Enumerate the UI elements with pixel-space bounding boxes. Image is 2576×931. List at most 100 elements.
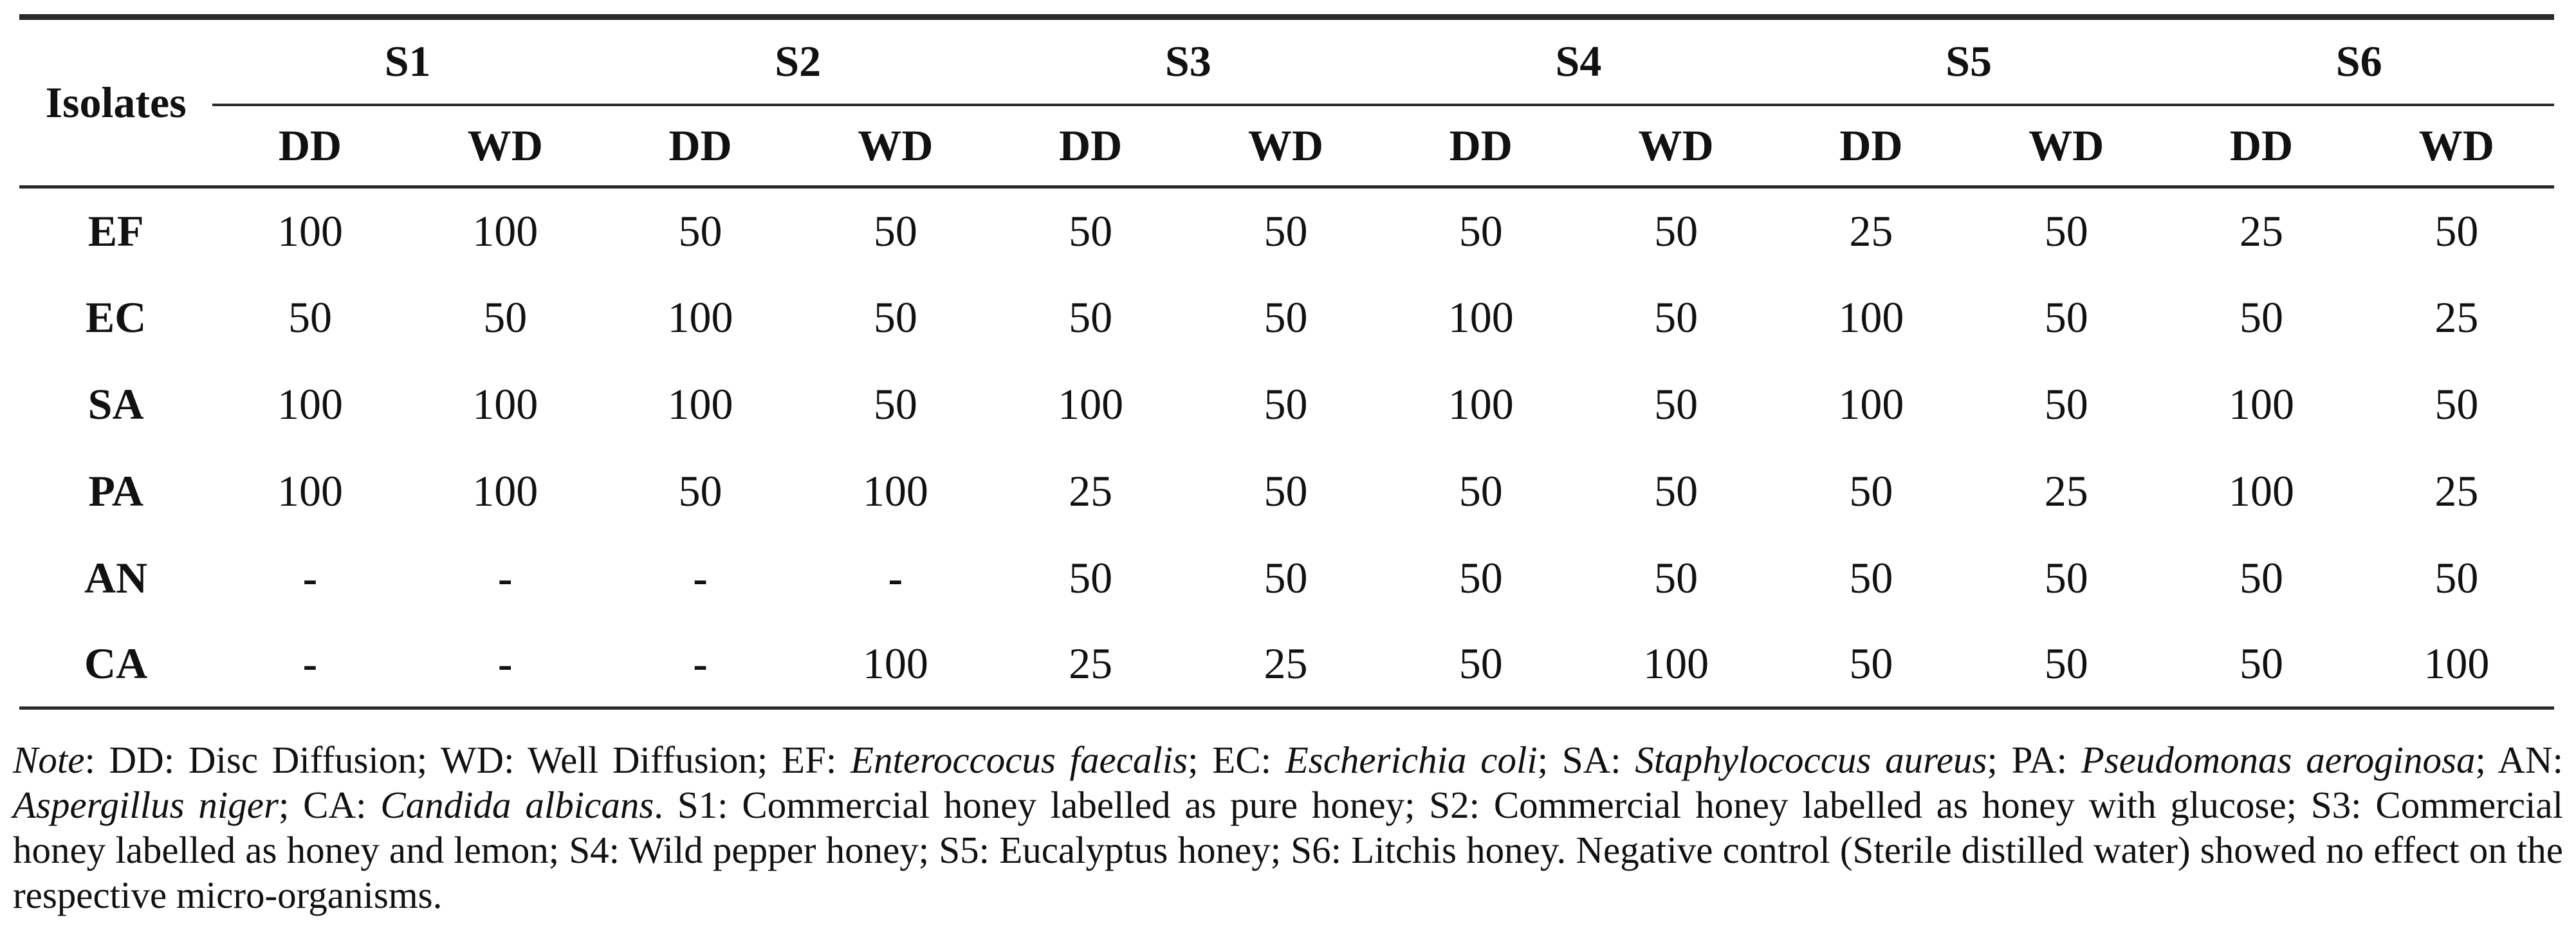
table-row-an: AN - - - - 50 50 50 50 50 50 50 50 <box>19 535 2554 622</box>
cell-sa-s5-dd: 100 <box>1838 379 1904 429</box>
cell-pa-s4-dd: 50 <box>1458 466 1503 515</box>
cell-ca-s4-wd: 100 <box>1643 639 1709 688</box>
cell-pa-s4-wd: 50 <box>1654 466 1698 515</box>
column-header-s3-dd: DD <box>993 104 1188 189</box>
cell-ec-s4-wd: 50 <box>1654 292 1698 342</box>
column-group-header-s3: S3 <box>993 17 1384 106</box>
cell-an-s1-wd: - <box>497 553 513 602</box>
cell-an-s2-wd: - <box>888 553 903 602</box>
cell-ef-s2-dd: 50 <box>678 206 722 255</box>
note-segment: ; EC: <box>1188 739 1285 781</box>
row-header-ef: EF <box>87 206 144 255</box>
column-header-s1-wd: WD <box>407 104 603 189</box>
row-header-ec: EC <box>85 292 147 342</box>
row-header-ca: CA <box>84 639 148 688</box>
cell-ec-s1-wd: 50 <box>483 292 528 342</box>
cell-ec-s5-wd: 50 <box>2044 292 2088 342</box>
cell-an-s3-wd: 50 <box>1264 553 1308 602</box>
cell-pa-s6-dd: 100 <box>2228 466 2294 515</box>
cell-ca-s1-wd: - <box>497 639 513 688</box>
cell-sa-s6-wd: 50 <box>2434 379 2479 429</box>
cell-pa-s1-dd: 100 <box>277 466 343 515</box>
column-header-s6-dd: DD <box>2164 104 2359 189</box>
column-header-s2-wd: WD <box>798 104 993 189</box>
cell-ec-s2-wd: 50 <box>873 292 917 342</box>
column-header-isolates: Isolates <box>19 17 213 189</box>
cell-an-s5-wd: 50 <box>2044 553 2088 602</box>
column-group-header-s1: S1 <box>212 17 603 106</box>
cell-sa-s3-dd: 100 <box>1058 379 1124 429</box>
table-row-ec: EC 50 50 100 50 50 50 100 50 100 50 50 25 <box>19 274 2554 361</box>
cell-an-s1-dd: - <box>302 553 318 602</box>
method-header-row: DD WD DD WD DD WD DD WD DD WD DD WD <box>19 104 2554 189</box>
cell-ec-s4-dd: 100 <box>1448 292 1514 342</box>
note-segment: ; AN: <box>2475 739 2563 781</box>
cell-pa-s5-wd: 25 <box>2044 466 2088 515</box>
column-header-s5-dd: DD <box>1773 104 1969 189</box>
cell-an-s2-dd: - <box>693 553 708 602</box>
table-header: Isolates S1 S2 S3 S4 S5 S6 DD WD DD WD D… <box>19 17 2554 189</box>
cell-ef-s5-wd: 50 <box>2044 206 2088 255</box>
cell-ef-s3-wd: 50 <box>1264 206 1308 255</box>
cell-sa-s2-dd: 100 <box>667 379 733 429</box>
cell-ec-s5-dd: 100 <box>1838 292 1904 342</box>
cell-pa-s2-dd: 50 <box>678 466 722 515</box>
cell-ec-s3-dd: 50 <box>1069 292 1113 342</box>
column-header-s4-wd: WD <box>1578 104 1774 189</box>
column-header-s4-dd: DD <box>1383 104 1579 189</box>
note-segment: ; PA: <box>1987 739 2081 781</box>
cell-an-s6-dd: 50 <box>2239 553 2283 602</box>
cell-sa-s1-wd: 100 <box>472 379 538 429</box>
cell-pa-s2-wd: 100 <box>862 466 928 515</box>
cell-ef-s3-dd: 50 <box>1069 206 1113 255</box>
cell-ca-s4-dd: 50 <box>1458 639 1503 688</box>
cell-ca-s3-wd: 25 <box>1264 639 1308 688</box>
cell-ca-s2-dd: - <box>693 639 708 688</box>
cell-ca-s2-wd: 100 <box>862 639 928 688</box>
cell-pa-s1-wd: 100 <box>472 466 538 515</box>
cell-an-s3-dd: 50 <box>1069 553 1113 602</box>
note-segment: . S1: Commercial honey labelled as pure … <box>13 784 2563 916</box>
note-italic-segment: Pseudomonas aeroginosa <box>2081 739 2476 781</box>
row-header-an: AN <box>84 553 148 602</box>
cell-ca-s5-dd: 50 <box>1849 639 1893 688</box>
antimicrobial-activity-table: Isolates S1 S2 S3 S4 S5 S6 DD WD DD WD D… <box>19 14 2554 710</box>
cell-ef-s1-wd: 100 <box>472 206 538 255</box>
cell-an-s5-dd: 50 <box>1849 553 1893 602</box>
column-group-header-s4: S4 <box>1383 17 1774 106</box>
column-header-s6-wd: WD <box>2359 104 2554 189</box>
column-header-s1-dd: DD <box>212 104 408 189</box>
cell-ca-s6-dd: 50 <box>2239 639 2283 688</box>
note-italic-segment: Escherichia coli <box>1285 739 1538 781</box>
table-row-ef: EF 100 100 50 50 50 50 50 50 25 50 25 50 <box>19 187 2554 274</box>
row-header-pa: PA <box>88 466 143 515</box>
note-italic-segment: Aspergillus niger <box>13 784 279 826</box>
table-row-sa: SA 100 100 100 50 100 50 100 50 100 50 100 50 <box>19 361 2554 448</box>
column-group-header-s2: S2 <box>602 17 993 106</box>
table-body: EF 100 100 50 50 50 50 50 50 25 50 25 50 EC 50 50 100 50 5… <box>19 187 2554 708</box>
cell-ca-s1-dd: - <box>302 639 318 688</box>
cell-ca-s3-dd: 25 <box>1069 639 1113 688</box>
cell-ec-s2-dd: 100 <box>667 292 733 342</box>
column-header-s2-dd: DD <box>602 104 798 189</box>
column-group-header-s5: S5 <box>1773 17 2164 106</box>
cell-ef-s4-dd: 50 <box>1458 206 1503 255</box>
cell-pa-s3-dd: 25 <box>1069 466 1113 515</box>
cell-an-s4-dd: 50 <box>1458 553 1503 602</box>
cell-sa-s5-wd: 50 <box>2044 379 2088 429</box>
cell-an-s4-wd: 50 <box>1654 553 1698 602</box>
cell-ec-s1-dd: 50 <box>288 292 332 342</box>
cell-ec-s6-dd: 50 <box>2239 292 2283 342</box>
cell-pa-s6-wd: 25 <box>2434 466 2479 515</box>
cell-an-s6-wd: 50 <box>2434 553 2479 602</box>
note-italic-segment: Candida albicans <box>380 784 654 826</box>
table-note: Note: DD: Disc Diffusion; WD: Well Diffu… <box>13 737 2563 917</box>
column-header-s5-wd: WD <box>1969 104 2164 189</box>
cell-ef-s5-dd: 25 <box>1849 206 1893 255</box>
cell-ca-s6-wd: 100 <box>2424 639 2490 688</box>
column-header-s3-wd: WD <box>1188 104 1384 189</box>
cell-sa-s6-dd: 100 <box>2228 379 2294 429</box>
note-segment: ; SA: <box>1537 739 1635 781</box>
row-header-sa: SA <box>87 379 144 429</box>
cell-sa-s1-dd: 100 <box>277 379 343 429</box>
